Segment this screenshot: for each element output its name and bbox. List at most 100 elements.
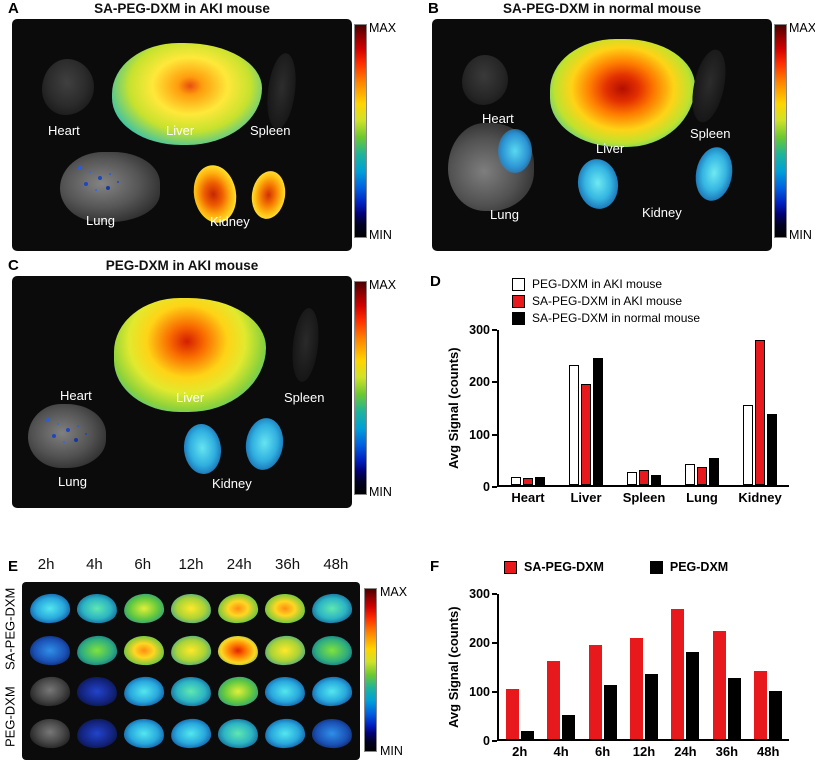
panel-d-letter: D bbox=[430, 273, 441, 290]
kidney-image-cell bbox=[309, 630, 356, 672]
colorbar-max-label: MAX bbox=[789, 21, 815, 35]
y-axis-label: Avg Signal (counts) bbox=[446, 606, 461, 729]
y-tick-label: 300 bbox=[469, 323, 490, 337]
kidney-blob bbox=[170, 634, 212, 667]
y-tick-mark bbox=[492, 740, 497, 742]
bar-group: Spleen bbox=[615, 330, 673, 505]
bar-group: 36h bbox=[706, 594, 747, 759]
bar-group: 6h bbox=[582, 594, 623, 759]
row-label-peg-dxm: PEG-DXM bbox=[2, 686, 18, 748]
panel-b: B SA-PEG-DXM in normal mouse Heart Liver… bbox=[420, 0, 815, 257]
y-tick-mark bbox=[492, 381, 497, 384]
kidney-blob bbox=[123, 717, 165, 749]
kidney-image-cell bbox=[120, 630, 167, 672]
y-tick-label: 0 bbox=[483, 734, 490, 748]
plot-wrapper: 2h 4h 6h 12h 24h 36h 48h 0 100 200 300 bbox=[469, 587, 789, 759]
bar-group: 12h bbox=[623, 594, 664, 759]
lung-organ bbox=[448, 123, 534, 211]
legend-item: SA-PEG-DXM bbox=[504, 560, 604, 574]
panel-a: A SA-PEG-DXM in AKI mouse Heart Liver Sp… bbox=[0, 0, 410, 257]
legend-swatch bbox=[504, 560, 517, 574]
kidney-label: Kidney bbox=[212, 476, 252, 491]
colorbar bbox=[364, 588, 377, 752]
kidney-label: Kidney bbox=[210, 214, 250, 229]
y-tick-mark bbox=[492, 329, 497, 331]
bar bbox=[767, 414, 777, 485]
kidney-blob bbox=[217, 675, 260, 708]
bar-group: Heart bbox=[499, 330, 557, 505]
kidney-image-cell bbox=[120, 671, 167, 713]
kidney-image-cell bbox=[309, 671, 356, 713]
lung-fluorescence-patch bbox=[498, 129, 532, 173]
x-category-label: 24h bbox=[674, 744, 697, 759]
colorbar-max-label: MAX bbox=[369, 21, 397, 35]
kidney-blob bbox=[122, 592, 165, 625]
bar bbox=[686, 652, 700, 739]
kidney-image-cell bbox=[73, 588, 120, 630]
kidney-image-cell bbox=[73, 713, 120, 755]
colorbar-max-label: MAX bbox=[369, 278, 397, 292]
kidney-image-cell bbox=[73, 630, 120, 672]
y-tick-label: 200 bbox=[469, 375, 490, 390]
heart-label: Heart bbox=[482, 111, 514, 126]
bar bbox=[639, 470, 649, 485]
plot-wrapper: Heart Liver Spleen Lung Kidney 0 100 200 300 bbox=[469, 323, 789, 505]
bar-group: 48h bbox=[748, 594, 789, 759]
heart-label: Heart bbox=[48, 123, 80, 138]
kidney-image-cell bbox=[309, 588, 356, 630]
y-tick-label: 100 bbox=[469, 427, 490, 442]
bar bbox=[754, 670, 768, 739]
time-label: 12h bbox=[178, 556, 204, 573]
kidney-blob bbox=[75, 634, 118, 667]
legend-item: SA-PEG-DXM in AKI mouse bbox=[512, 294, 700, 308]
kidney-blob bbox=[217, 634, 259, 666]
legend-item: PEG-DXM bbox=[649, 560, 728, 574]
bar bbox=[547, 661, 561, 739]
panel-c-fluorescence-image: Heart Liver Spleen Lung Kidney bbox=[12, 276, 352, 508]
kidney-left-organ bbox=[574, 156, 622, 212]
plot-area: 2h 4h 6h 12h 24h 36h 48h bbox=[497, 594, 789, 759]
panel-e: E 2h 4h 6h 12h 24h 36h 48h SA-PEG-DXM PEG-DXM … bbox=[0, 548, 415, 773]
kidney-blob bbox=[264, 717, 307, 750]
colorbar-min-label: MIN bbox=[369, 228, 392, 242]
kidney-image-cell bbox=[215, 588, 262, 630]
y-tick-mark bbox=[492, 691, 497, 694]
kidney-image-cell bbox=[215, 713, 262, 755]
liver-label: Liver bbox=[176, 390, 205, 405]
bar-group: 4h bbox=[540, 594, 581, 759]
panel-c-letter: C bbox=[8, 257, 19, 274]
kidney-blob bbox=[170, 593, 212, 625]
kidney-blob bbox=[122, 675, 165, 708]
liver-label: Liver bbox=[596, 141, 625, 156]
kidney-label: Kidney bbox=[642, 205, 682, 220]
kidney-image-cell bbox=[167, 713, 214, 755]
kidney-image-cell bbox=[262, 630, 309, 672]
x-category-label: 4h bbox=[553, 744, 569, 759]
lung-fluorescence-speckles bbox=[46, 418, 50, 422]
chart-legend: SA-PEG-DXM PEG-DXM bbox=[504, 560, 728, 574]
spleen-organ bbox=[289, 306, 322, 384]
liver-organ bbox=[114, 298, 266, 412]
kidney-image-cell bbox=[120, 713, 167, 755]
kidney-blob bbox=[311, 717, 354, 749]
legend-label: SA-PEG-DXM in normal mouse bbox=[532, 311, 701, 325]
panel-b-letter: B bbox=[428, 0, 439, 17]
bar bbox=[505, 688, 519, 739]
kidney-blob bbox=[264, 593, 306, 625]
kidney-blob bbox=[75, 593, 118, 625]
kidney-blob bbox=[75, 717, 118, 750]
kidney-image-cell bbox=[26, 671, 73, 713]
bar bbox=[651, 475, 661, 485]
kidney-image-cell bbox=[167, 588, 214, 630]
time-label: 48h bbox=[323, 556, 349, 573]
bar-group: Liver bbox=[557, 330, 615, 505]
legend-label: PEG-DXM in AKI mouse bbox=[532, 277, 663, 291]
kidney-blob bbox=[311, 634, 354, 666]
kidney-image-cell bbox=[215, 671, 262, 713]
kidney-blob bbox=[28, 675, 71, 708]
bar bbox=[603, 684, 617, 739]
kidney-blob bbox=[264, 676, 306, 708]
spleen-organ bbox=[263, 51, 300, 131]
y-tick-label: 100 bbox=[469, 685, 490, 699]
kidney-blob bbox=[123, 634, 165, 666]
